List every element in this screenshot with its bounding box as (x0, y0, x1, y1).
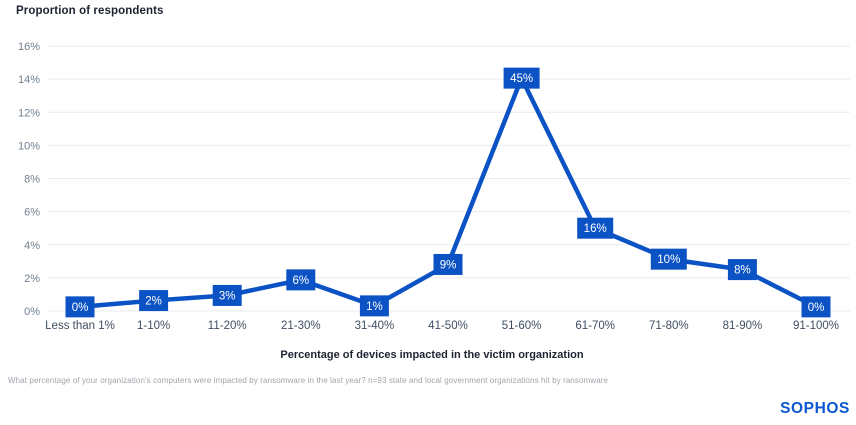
data-label: 10% (657, 254, 680, 266)
data-label-box (433, 253, 463, 275)
x-tick-label: 1-10% (137, 320, 170, 332)
data-label-box (65, 296, 95, 318)
x-tick-label: 21-30% (281, 320, 321, 332)
data-label: 6% (292, 275, 309, 287)
y-axis-title: Proportion of respondents (16, 5, 164, 17)
data-label: 16% (584, 223, 607, 235)
data-label-box (286, 269, 316, 291)
y-tick-label: 12% (18, 107, 40, 119)
data-label: 8% (734, 265, 751, 277)
y-tick-label: 0% (24, 306, 40, 318)
data-label-box (650, 248, 687, 270)
data-label-box (503, 67, 540, 89)
sophos-logo: SOPHOS (780, 400, 850, 417)
data-label: 0% (72, 302, 89, 314)
y-tick-label: 10% (18, 140, 40, 152)
x-tick-label: 51-60% (502, 320, 542, 332)
data-label-box (577, 217, 614, 239)
x-tick-label: 81-90% (723, 320, 763, 332)
data-label: 0% (808, 302, 825, 314)
x-tick-label: 91-100% (793, 320, 839, 332)
x-tick-label: 71-80% (649, 320, 689, 332)
x-tick-label: 11-20% (208, 320, 247, 332)
y-tick-label: 16% (18, 41, 40, 53)
survey-footnote: What percentage of your organization's c… (8, 376, 609, 385)
data-label: 45% (510, 73, 533, 85)
line-chart: 0% 2% 4% 6% 8% 10% 12% 14% 16% Less than 1% 1-10% 1… (18, 41, 850, 332)
x-tick-label: Less than 1% (45, 320, 115, 332)
data-label-box (727, 259, 757, 281)
data-label: 1% (366, 301, 383, 313)
x-axis-title: Percentage of devices impacted in the vi… (280, 349, 584, 361)
data-label-box (801, 296, 831, 318)
x-tick-label: 61-70% (575, 320, 615, 332)
y-tick-label: 8% (24, 174, 40, 186)
data-label-box (212, 284, 242, 306)
y-tick-label: 6% (24, 207, 40, 219)
y-tick-label: 2% (24, 273, 40, 285)
y-tick-label: 14% (18, 74, 40, 86)
data-label-box (139, 290, 169, 312)
data-label-box (359, 295, 389, 317)
x-tick-label: 31-40% (355, 320, 395, 332)
y-tick-label: 4% (24, 240, 40, 252)
data-label: 2% (145, 296, 162, 308)
data-label: 3% (219, 290, 236, 302)
x-tick-label: 41-50% (428, 320, 468, 332)
data-label: 9% (440, 259, 457, 271)
